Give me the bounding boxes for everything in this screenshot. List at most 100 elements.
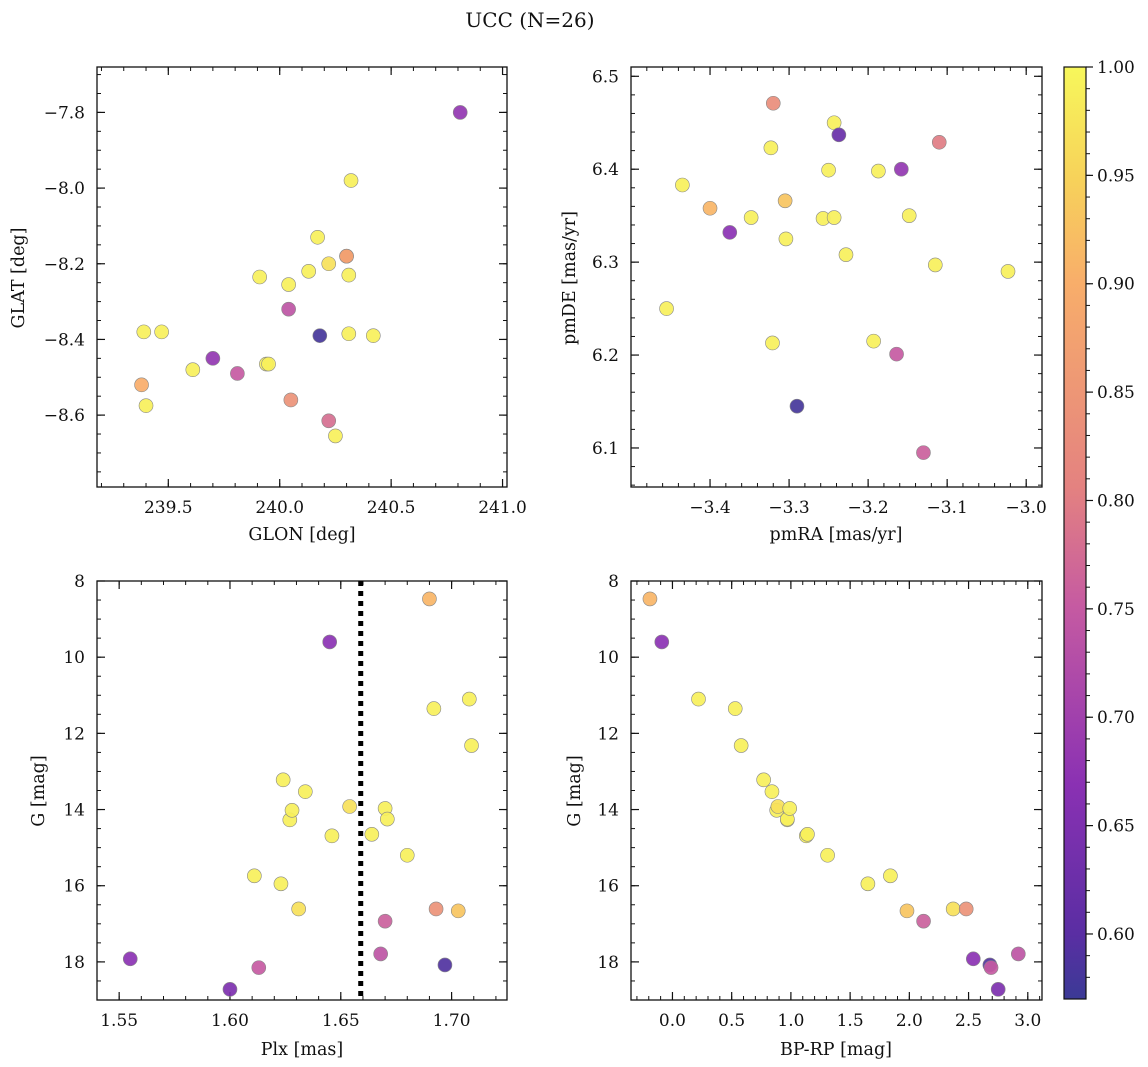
x-axis-label: GLON [deg] <box>248 525 355 545</box>
colorbar-tick-label: 0.90 <box>1097 275 1135 295</box>
y-tick-label: −8.0 <box>44 179 85 199</box>
scatter-point <box>927 257 943 273</box>
colorbar-gradient <box>1063 66 1087 1000</box>
scatter-point <box>821 162 836 178</box>
colorbar-tick-label: 0.65 <box>1097 817 1135 837</box>
y-tick-label: −8.4 <box>44 330 85 350</box>
figure-title: UCC (N=26) <box>465 8 594 32</box>
panel-plx-g: Plx [mas] G [mag] 1.55 1.60 1.65 1.70 8 10 12 1… <box>29 572 508 1060</box>
scatter-point <box>899 903 915 919</box>
scatter-point <box>722 225 738 240</box>
scatter-point <box>380 811 395 827</box>
scatter-point <box>321 256 337 272</box>
y-tick-label: 6.1 <box>592 439 619 459</box>
x-tick-label: 1.5 <box>837 1011 864 1031</box>
x-tick-label: 240.0 <box>255 498 304 518</box>
scatter-point <box>866 333 881 349</box>
scatter-point <box>654 634 670 650</box>
scatter-point <box>838 247 854 262</box>
scatter-point <box>273 876 289 892</box>
scatter-point <box>831 127 847 143</box>
colorbar: 0.60 0.65 0.70 0.75 0.80 0.85 0.90 0.95 1.00 <box>1063 58 1135 1000</box>
x-tick-label: 2.0 <box>896 1011 923 1031</box>
x-tick-label: 2.5 <box>955 1011 982 1031</box>
colorbar-tick-label: 0.95 <box>1097 166 1135 186</box>
scatter-point <box>134 377 149 393</box>
colorbar-tick-label: 0.85 <box>1097 383 1135 403</box>
scatter-point <box>261 356 276 372</box>
scatter-point <box>945 901 961 917</box>
x-tick-label: 1.65 <box>322 1011 360 1031</box>
scatter-point <box>826 210 842 225</box>
scatter-point <box>399 847 415 863</box>
x-tick-label: 1.60 <box>211 1011 249 1031</box>
scatter-point <box>251 960 267 975</box>
x-tick-label: 1.70 <box>433 1011 471 1031</box>
x-tick-label: −3.2 <box>847 498 888 518</box>
x-tick-label: 1.0 <box>777 1011 804 1031</box>
y-tick-label: 8 <box>74 572 85 592</box>
scatter-point <box>284 803 300 818</box>
scatter-point <box>675 177 690 193</box>
y-tick-label: 6.4 <box>592 160 619 180</box>
x-tick-label: 239.5 <box>144 498 193 518</box>
scatter-point <box>958 901 974 917</box>
scatter-point <box>1000 264 1016 279</box>
y-tick-label: 10 <box>63 648 85 668</box>
y-tick-label: 18 <box>597 953 619 973</box>
scatter-point <box>464 738 479 753</box>
scatter-point <box>765 335 780 351</box>
scatter-point <box>820 847 835 863</box>
scatter-point <box>462 691 477 707</box>
x-axis-label: BP-RP [mag] <box>780 1040 892 1060</box>
x-tick-label: −3.4 <box>689 498 730 518</box>
scatter-point <box>691 691 706 707</box>
scatter-point <box>138 398 154 413</box>
scatter-point <box>281 301 296 317</box>
scatter-point <box>275 772 291 788</box>
scatter-point <box>1011 946 1026 962</box>
scatter-point <box>230 366 245 381</box>
scatter-point <box>931 134 947 150</box>
scatter-point <box>889 346 904 362</box>
scatter-point <box>281 277 296 292</box>
y-tick-label: 10 <box>597 648 619 668</box>
colorbar-tick-label: 0.60 <box>1097 925 1135 945</box>
scatter-point <box>291 901 306 917</box>
y-tick-label: 16 <box>63 877 85 897</box>
y-tick-label: −8.2 <box>44 255 85 275</box>
scatter-point <box>342 799 357 814</box>
scatter-point <box>422 591 437 607</box>
x-tick-label: −3.3 <box>768 498 809 518</box>
colorbar-tick-label: 0.80 <box>1097 491 1135 511</box>
scatter-point <box>122 951 138 967</box>
y-tick-label: 14 <box>597 801 619 821</box>
scatter-point <box>428 901 444 917</box>
scatter-point <box>247 868 262 884</box>
y-tick-label: 14 <box>63 801 85 821</box>
scatter-point <box>983 960 999 975</box>
scatter-point <box>860 876 876 892</box>
y-axis-label: G [mag] <box>29 755 49 826</box>
scatter-point <box>966 951 981 967</box>
scatter-point <box>894 161 909 177</box>
scatter-point <box>659 301 674 316</box>
scatter-point <box>283 392 299 408</box>
scatter-point <box>136 324 152 340</box>
scatter-point <box>322 634 338 650</box>
scatter-point <box>341 326 357 342</box>
scatter-point <box>883 868 898 884</box>
x-tick-label: 241.0 <box>478 498 527 518</box>
scatter-point <box>756 772 771 788</box>
panel-glon-glat: GLON [deg] GLAT [deg] 239.5 240.0 240.5 241… <box>9 66 527 545</box>
scatter-point <box>901 208 917 223</box>
y-tick-label: 6.3 <box>592 253 619 273</box>
scatter-point <box>205 351 221 366</box>
scatter-point <box>777 193 793 209</box>
x-tick-label: −3.1 <box>927 498 968 518</box>
x-tick-label: 1.55 <box>100 1011 138 1031</box>
scatter-point <box>222 982 238 997</box>
colorbar-tick-label: 0.70 <box>1097 708 1135 728</box>
y-axis-label: pmDE [mas/yr] <box>560 211 580 345</box>
